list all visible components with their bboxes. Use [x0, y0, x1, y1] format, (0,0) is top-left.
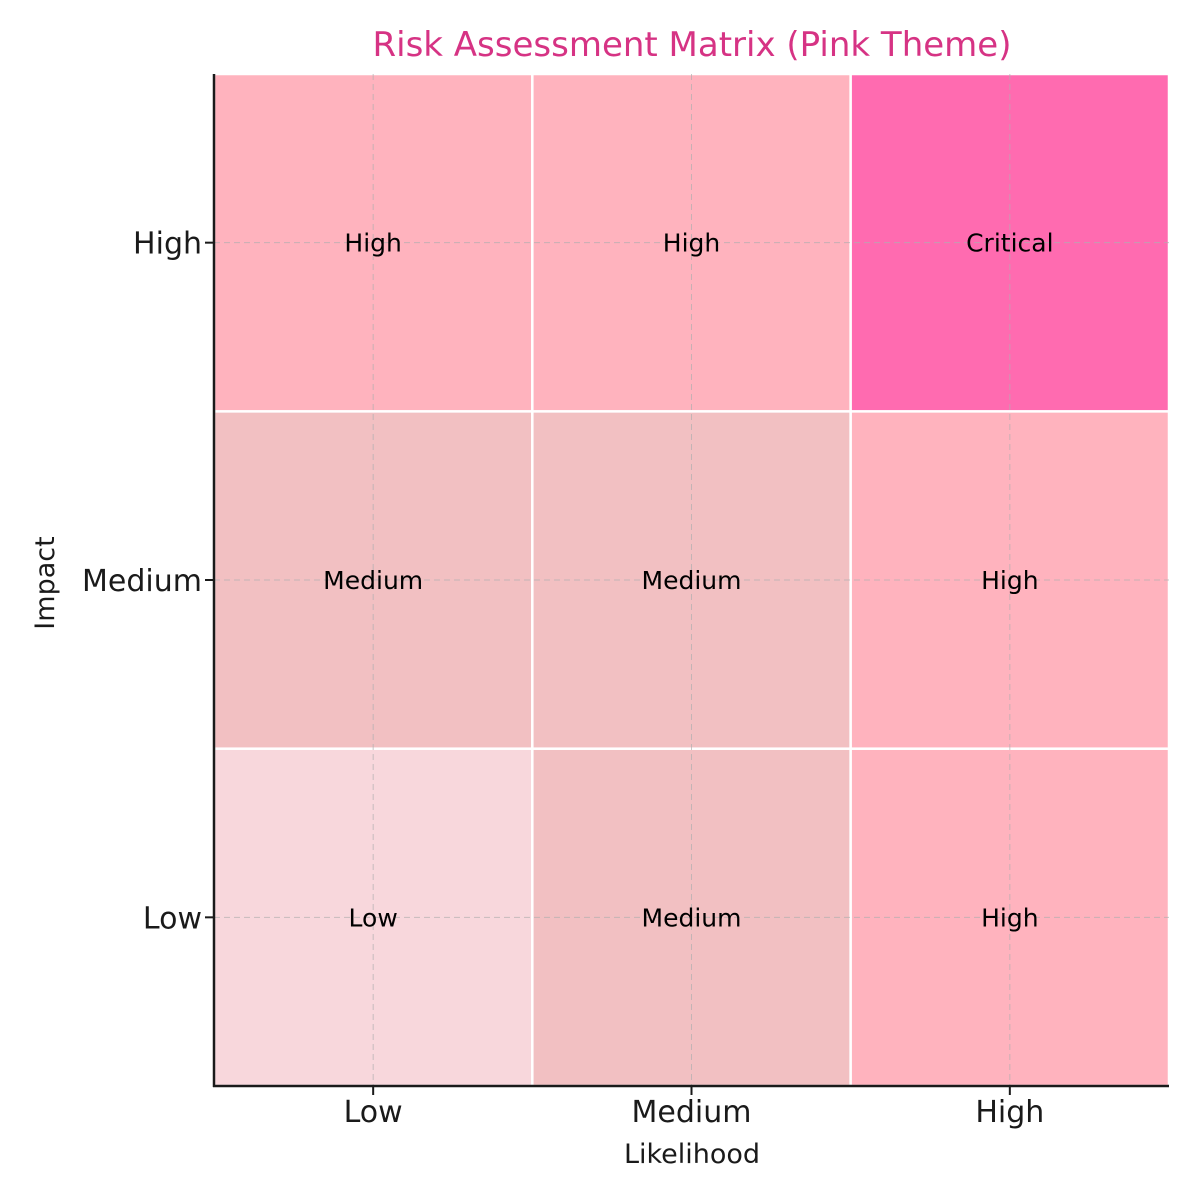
cell-label: High	[663, 229, 720, 258]
y-tick-label: Medium	[82, 564, 202, 599]
axes	[205, 74, 1169, 1095]
y-axis-label: Impact	[30, 536, 61, 629]
cell-label: High	[981, 566, 1038, 595]
x-tick-label: Medium	[632, 1095, 752, 1130]
cell-labels: Low Medium High Medium Medium High High High Cri…	[323, 229, 1053, 933]
x-axis-label: Likelihood	[624, 1139, 760, 1170]
cell-label: High	[344, 229, 401, 258]
cell-label: Critical	[966, 229, 1053, 258]
x-tick-label: High	[975, 1095, 1044, 1130]
cell-label: High	[981, 903, 1038, 932]
grid-lines	[214, 74, 1169, 1086]
y-tick-label: High	[133, 227, 202, 262]
x-tick-label: Low	[344, 1095, 403, 1130]
cell-label: Low	[349, 903, 398, 932]
cell-label: Medium	[642, 566, 742, 595]
tick-labels: Low Medium High Low Medium High	[82, 227, 1044, 1130]
cell-label: Medium	[323, 566, 423, 595]
chart-title: Risk Assessment Matrix (Pink Theme)	[373, 25, 1012, 65]
y-tick-label: Low	[143, 901, 202, 936]
cell-label: Medium	[642, 903, 742, 932]
